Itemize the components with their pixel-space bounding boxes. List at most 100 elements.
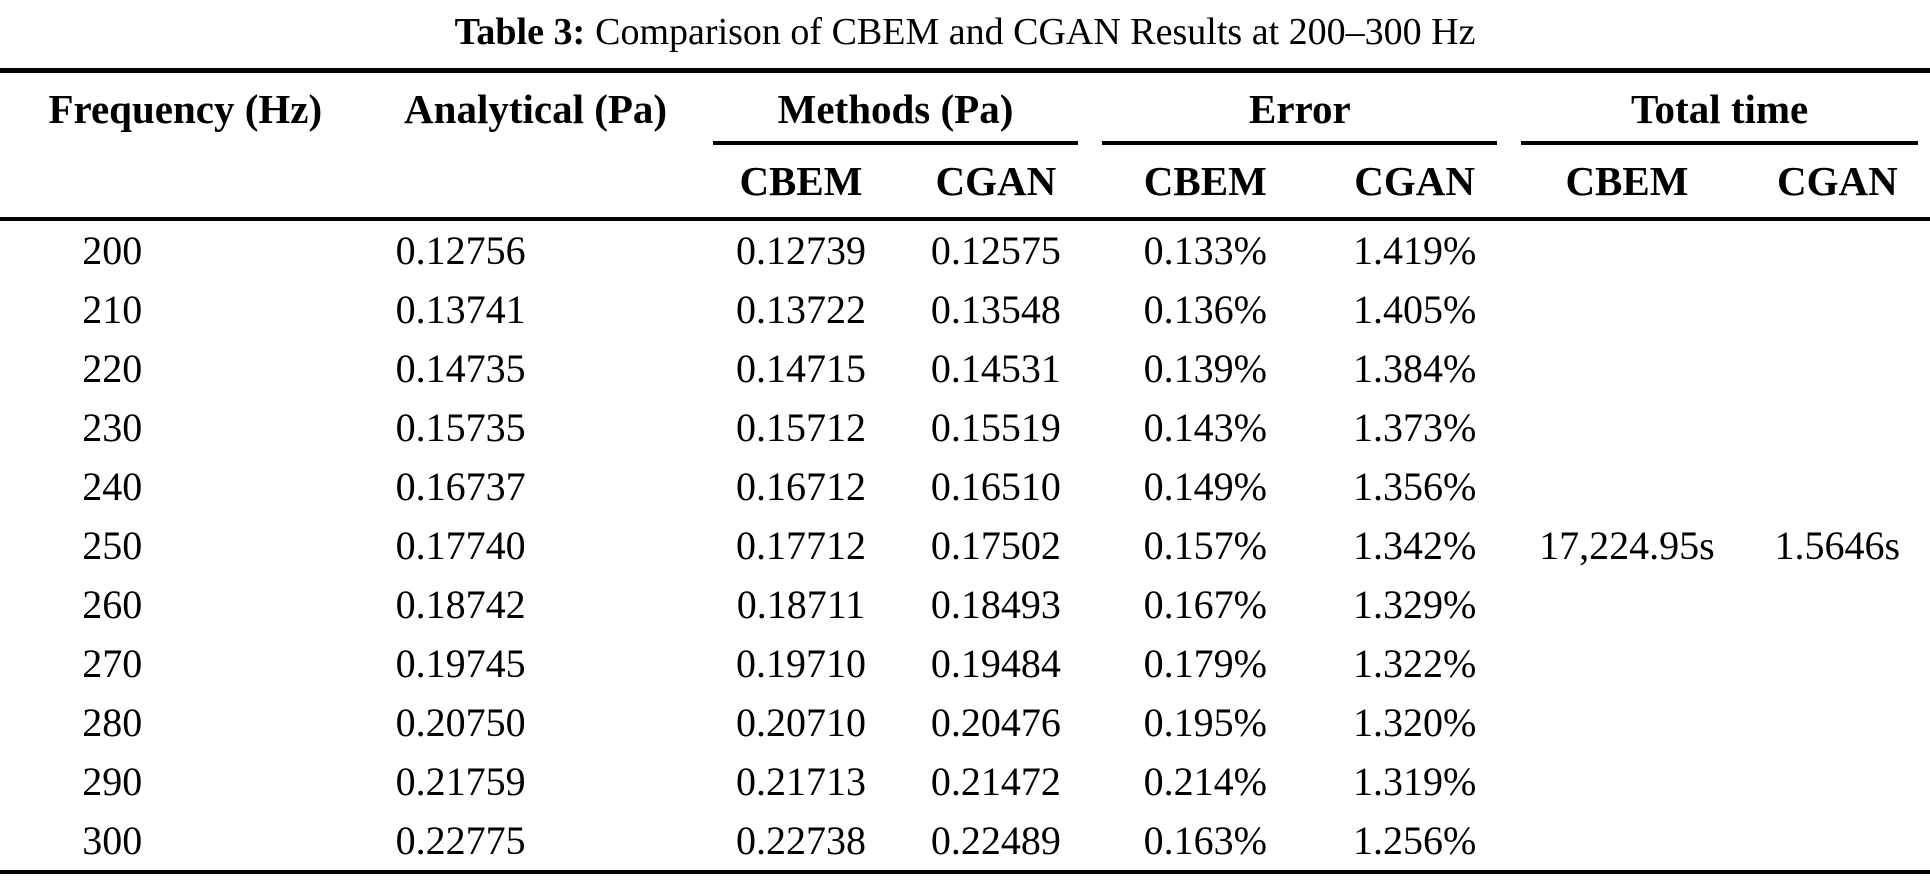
cell-methods-cbem: 0.13722 <box>735 287 866 332</box>
cell-time-cbem <box>1509 811 1744 872</box>
table-row: 270 0.19745 0.19710 0.19484 0.179% 1.322% <box>0 634 1930 693</box>
col-subheader-empty-analytical <box>371 145 701 219</box>
col-group-methods-label: Methods (Pa) <box>777 86 1014 132</box>
cell-analytical: 0.22775 <box>395 818 526 863</box>
cell-methods-cbem: 0.16712 <box>735 464 866 509</box>
cell-error-cbem: 0.136% <box>1143 287 1267 332</box>
cell-methods-cgan: 0.19484 <box>930 641 1061 686</box>
cell-time-cbem: 17,224.95s <box>1539 523 1715 568</box>
col-group-total-time-label: Total time <box>1630 86 1809 132</box>
col-group-error: Error <box>1090 71 1509 145</box>
col-subheader-error-cgan: CGAN <box>1354 158 1476 204</box>
cell-analytical: 0.18742 <box>395 582 526 627</box>
col-subheader-empty-frequency <box>0 145 371 219</box>
cell-error-cgan: 1.256% <box>1352 818 1477 863</box>
table-body: 200 0.12756 0.12739 0.12575 0.133% 1.419% 210 0… <box>0 217 1930 872</box>
cell-methods-cbem: 0.21713 <box>735 759 866 804</box>
cell-analytical: 0.16737 <box>395 464 526 509</box>
table-row: 260 0.18742 0.18711 0.18493 0.167% 1.329% <box>0 575 1930 634</box>
cell-methods-cgan: 0.18493 <box>930 582 1061 627</box>
cell-error-cgan: 1.342% <box>1352 523 1477 568</box>
cell-time-cgan <box>1745 457 1930 516</box>
table-row: 300 0.22775 0.22738 0.22489 0.163% 1.256% <box>0 811 1930 872</box>
cell-error-cgan: 1.405% <box>1352 287 1477 332</box>
col-header-frequency: Frequency (Hz) <box>48 86 323 132</box>
cell-frequency: 270 <box>82 641 143 686</box>
cell-error-cbem: 0.133% <box>1090 217 1321 280</box>
cell-methods-cbem: 0.20710 <box>735 700 866 745</box>
col-subheader-time-cgan: CGAN <box>1776 158 1898 204</box>
cell-time-cgan <box>1745 752 1930 811</box>
table-row: 210 0.13741 0.13722 0.13548 0.136% 1.405% <box>0 280 1930 339</box>
table-row: 200 0.12756 0.12739 0.12575 0.133% 1.419% <box>0 217 1930 280</box>
cell-time-cgan <box>1745 634 1930 693</box>
cell-analytical: 0.14735 <box>395 346 526 391</box>
cell-analytical: 0.15735 <box>395 405 526 450</box>
cell-error-cgan: 1.384% <box>1352 346 1477 391</box>
table-row: 250 0.17740 0.17712 0.17502 0.157% 1.342% 17,2… <box>0 516 1930 575</box>
group-underline-methods <box>712 141 1079 145</box>
table-row: 240 0.16737 0.16712 0.16510 0.149% 1.356% <box>0 457 1930 516</box>
cell-methods-cbem: 0.22738 <box>735 818 866 863</box>
cell-time-cbem <box>1509 457 1744 516</box>
results-table: Frequency (Hz) Analytical (Pa) Methods (… <box>0 68 1930 874</box>
table-caption: Table 3: Comparison of CBEM and CGAN Resu… <box>0 0 1930 68</box>
cell-methods-cgan: 0.13548 <box>930 287 1061 332</box>
cell-error-cgan: 1.319% <box>1352 759 1477 804</box>
cell-analytical: 0.20750 <box>395 700 526 745</box>
table-row: 280 0.20750 0.20710 0.20476 0.195% 1.320% <box>0 693 1930 752</box>
cell-error-cbem: 0.179% <box>1143 641 1267 686</box>
cell-frequency: 210 <box>82 287 143 332</box>
cell-methods-cgan: 0.22489 <box>930 818 1061 863</box>
cell-time-cgan <box>1745 575 1930 634</box>
cell-analytical: 0.13741 <box>395 287 526 332</box>
cell-frequency: 260 <box>82 582 143 627</box>
cell-methods-cbem: 0.18711 <box>736 582 866 627</box>
cell-methods-cgan: 0.21472 <box>930 759 1061 804</box>
table-row: 220 0.14735 0.14715 0.14531 0.139% 1.384% <box>0 339 1930 398</box>
cell-error-cbem: 0.214% <box>1143 759 1267 804</box>
cell-methods-cbem: 0.17712 <box>735 523 866 568</box>
cell-methods-cgan: 0.20476 <box>930 700 1061 745</box>
cell-frequency: 220 <box>82 346 143 391</box>
cell-analytical: 0.17740 <box>395 523 526 568</box>
col-group-methods: Methods (Pa) <box>701 71 1091 145</box>
cell-methods-cbem: 0.19710 <box>735 641 866 686</box>
cell-frequency: 280 <box>82 700 143 745</box>
group-underline-error <box>1102 141 1498 145</box>
col-subheader-methods-cbem: CBEM <box>739 158 863 204</box>
cell-error-cgan: 1.373% <box>1352 405 1477 450</box>
header-row-sub: CBEM CGAN CBEM CGAN CBEM CGAN <box>0 145 1930 219</box>
table-row: 290 0.21759 0.21713 0.21472 0.214% 1.319% <box>0 752 1930 811</box>
cell-time-cbem <box>1509 280 1744 339</box>
cell-frequency: 300 <box>82 818 143 863</box>
cell-analytical: 0.19745 <box>395 641 526 686</box>
col-subheader-error-cbem: CBEM <box>1143 158 1267 204</box>
table-caption-label: Table 3: <box>454 11 586 53</box>
cell-error-cgan: 1.329% <box>1352 582 1477 627</box>
table-caption-text: Comparison of CBEM and CGAN Results at 2… <box>595 11 1476 53</box>
col-group-total-time: Total time <box>1509 71 1930 145</box>
cell-time-cgan <box>1745 811 1930 872</box>
cell-error-cbem: 0.157% <box>1143 523 1267 568</box>
col-subheader-methods-cgan: CGAN <box>935 158 1057 204</box>
cell-time-cbem <box>1509 693 1744 752</box>
cell-time-cgan <box>1745 398 1930 457</box>
cell-frequency: 200 <box>0 217 371 280</box>
cell-time-cgan <box>1745 693 1930 752</box>
cell-methods-cgan: 0.17502 <box>930 523 1061 568</box>
cell-error-cbem: 0.163% <box>1143 818 1267 863</box>
cell-methods-cgan: 0.16510 <box>930 464 1061 509</box>
cell-error-cbem: 0.195% <box>1143 700 1267 745</box>
cell-frequency: 290 <box>82 759 143 804</box>
cell-error-cgan: 1.419% <box>1320 217 1510 280</box>
cell-time-cgan <box>1745 339 1930 398</box>
col-subheader-time-cbem: CBEM <box>1565 158 1689 204</box>
cell-error-cgan: 1.322% <box>1352 641 1477 686</box>
cell-time-cbem <box>1509 398 1744 457</box>
cell-error-cgan: 1.320% <box>1352 700 1477 745</box>
col-header-analytical: Analytical (Pa) <box>404 86 668 132</box>
cell-analytical: 0.12756 <box>370 217 701 280</box>
cell-time-cbem <box>1509 339 1744 398</box>
